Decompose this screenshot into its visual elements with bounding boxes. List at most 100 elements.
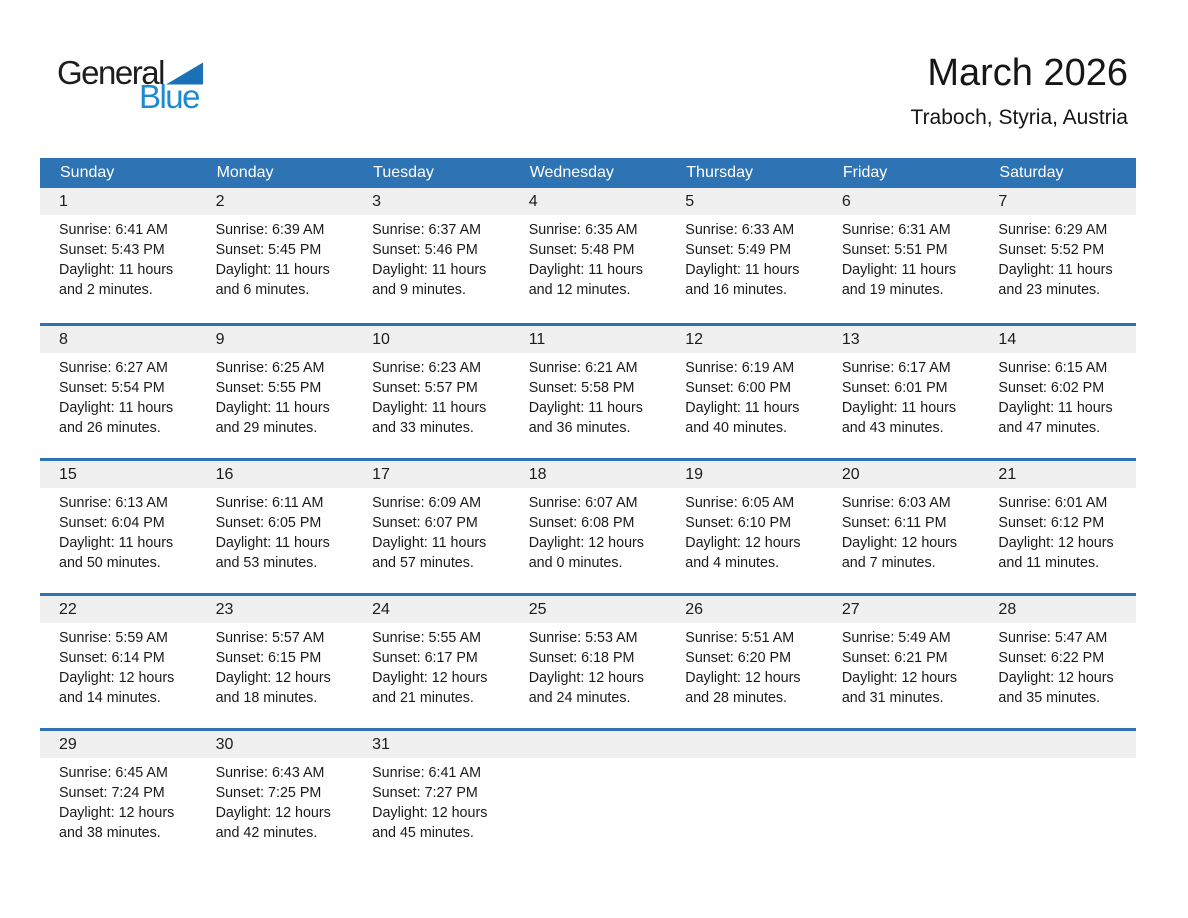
daylight-text-line2: and 12 minutes. (528, 282, 631, 298)
logo-text-general: General (57, 54, 165, 91)
daylight-text-line2: and 28 minutes. (685, 690, 788, 706)
day-number: 26 (685, 601, 704, 618)
sunset-text: Sunset: 6:05 PM (215, 515, 322, 531)
daylight-text-line1: Daylight: 12 hours (841, 535, 958, 551)
daylight-text-line1: Daylight: 11 hours (372, 535, 487, 551)
sunrise-text: Sunrise: 6:29 AM (998, 222, 1108, 238)
week-row: 29 30 31 Sunrise: 6:45 AM Sunset: 7:24 PM Day… (40, 728, 1136, 863)
day-cell: Sunrise: 5:55 AM Sunset: 6:17 PM Daylight:… (353, 623, 510, 708)
sunrise-text: Sunrise: 5:51 AM (685, 630, 795, 646)
daylight-text-line2: and 19 minutes. (841, 282, 944, 298)
sunrise-text: Sunrise: 6:37 AM (372, 222, 482, 238)
day-cell: Sunrise: 6:09 AM Sunset: 6:07 PM Daylight:… (353, 488, 510, 573)
daylight-text-line1: Daylight: 11 hours (528, 262, 643, 278)
sunset-text: Sunset: 6:20 PM (685, 650, 791, 666)
day-cell: Sunrise: 6:23 AM Sunset: 5:57 PM Daylight:… (353, 353, 510, 438)
sunrise-text: Sunrise: 6:21 AM (528, 360, 638, 376)
day-number: 28 (998, 601, 1017, 618)
sunset-text: Sunset: 6:01 PM (841, 380, 948, 396)
day-cell: Sunrise: 6:31 AM Sunset: 5:51 PM Daylight:… (823, 215, 980, 300)
empty-day-cell (510, 758, 667, 843)
general-blue-logo: General Blue (57, 56, 203, 114)
daylight-text-line1: Daylight: 12 hours (59, 805, 175, 821)
day-number: 12 (685, 331, 704, 348)
day-number: 6 (841, 193, 851, 210)
sunrise-text: Sunrise: 6:03 AM (841, 495, 951, 511)
sunrise-text: Sunrise: 5:55 AM (372, 630, 482, 646)
sunrise-text: Sunrise: 5:47 AM (998, 630, 1108, 646)
sunset-text: Sunset: 5:48 PM (528, 242, 635, 258)
day-cell: Sunrise: 6:01 AM Sunset: 6:12 PM Daylight:… (979, 488, 1136, 573)
day-number: 18 (528, 466, 547, 483)
daylight-text-line1: Daylight: 12 hours (215, 670, 331, 686)
daylight-text-line2: and 14 minutes. (59, 690, 161, 706)
sunrise-text: Sunrise: 6:17 AM (841, 360, 951, 376)
daylight-text-line1: Daylight: 11 hours (685, 262, 800, 278)
sunset-text: Sunset: 6:08 PM (528, 515, 635, 531)
day-cell: Sunrise: 6:37 AM Sunset: 5:46 PM Daylight:… (353, 215, 510, 300)
calendar-location-subtitle: Traboch, Styria, Austria (910, 106, 1128, 129)
sunset-text: Sunset: 6:21 PM (841, 650, 948, 666)
sunrise-text: Sunrise: 5:59 AM (59, 630, 168, 646)
sunrise-text: Sunrise: 6:33 AM (685, 222, 795, 238)
daylight-text-line1: Daylight: 11 hours (59, 400, 174, 416)
daylight-text-line1: Daylight: 12 hours (998, 670, 1114, 686)
sunrise-text: Sunrise: 5:53 AM (528, 630, 638, 646)
sunrise-text: Sunrise: 6:07 AM (528, 495, 638, 511)
sunrise-text: Sunrise: 6:13 AM (59, 495, 168, 511)
day-cell: Sunrise: 5:53 AM Sunset: 6:18 PM Daylight:… (510, 623, 667, 708)
daylight-text-line1: Daylight: 12 hours (998, 535, 1114, 551)
day-number (510, 731, 667, 758)
daylight-text-line2: and 45 minutes. (372, 825, 474, 841)
day-number: 1 (59, 193, 68, 210)
day-cell: Sunrise: 5:47 AM Sunset: 6:22 PM Daylight:… (979, 623, 1136, 708)
logo-triangle-icon (165, 62, 203, 85)
day-cell: Sunrise: 5:49 AM Sunset: 6:21 PM Daylight:… (823, 623, 980, 708)
week-content: Sunrise: 6:13 AM Sunset: 6:04 PM Daylight:… (40, 488, 1136, 573)
daylight-text-line1: Daylight: 11 hours (215, 535, 330, 551)
day-number: 7 (998, 193, 1008, 210)
daylight-text-line1: Daylight: 12 hours (528, 670, 644, 686)
empty-day-cell (823, 758, 980, 843)
day-number (979, 731, 1136, 758)
sunset-text: Sunset: 7:27 PM (372, 785, 478, 801)
day-number-band: 15 16 17 18 19 20 21 (40, 461, 1136, 488)
sunset-text: Sunset: 6:17 PM (372, 650, 478, 666)
week-content: Sunrise: 6:41 AM Sunset: 5:43 PM Daylight:… (40, 215, 1136, 300)
day-cell: Sunrise: 6:21 AM Sunset: 5:58 PM Daylight:… (510, 353, 667, 438)
sunset-text: Sunset: 6:04 PM (59, 515, 165, 531)
sunrise-text: Sunrise: 5:57 AM (215, 630, 325, 646)
sunrise-text: Sunrise: 6:05 AM (685, 495, 795, 511)
sunrise-text: Sunrise: 6:25 AM (215, 360, 325, 376)
daylight-text-line2: and 7 minutes. (841, 555, 936, 571)
day-number: 3 (372, 193, 382, 210)
empty-day-cell (979, 758, 1136, 843)
week-content: Sunrise: 6:27 AM Sunset: 5:54 PM Daylight:… (40, 353, 1136, 438)
day-cell: Sunrise: 6:17 AM Sunset: 6:01 PM Daylight:… (823, 353, 980, 438)
calendar-table: Sunday Monday Tuesday Wednesday Thursday… (40, 158, 1136, 863)
sunset-text: Sunset: 5:58 PM (528, 380, 635, 396)
sunrise-text: Sunrise: 6:43 AM (215, 765, 325, 781)
calendar-month-title: March 2026 (927, 52, 1128, 94)
weekday-header-sunday: Sunday (60, 164, 115, 181)
day-number: 23 (215, 601, 234, 618)
weekday-header-monday: Monday (216, 164, 274, 181)
sunset-text: Sunset: 6:07 PM (372, 515, 478, 531)
sunset-text: Sunset: 5:43 PM (59, 242, 165, 258)
sunset-text: Sunset: 6:22 PM (998, 650, 1105, 666)
sunset-text: Sunset: 5:45 PM (215, 242, 322, 258)
day-number-band: 22 23 24 25 26 27 28 (40, 596, 1136, 623)
weekday-header-tuesday: Tuesday (373, 164, 434, 181)
week-content: Sunrise: 6:45 AM Sunset: 7:24 PM Daylight:… (40, 758, 1136, 843)
day-number: 2 (215, 193, 225, 210)
sunrise-text: Sunrise: 6:01 AM (998, 495, 1108, 511)
sunrise-text: Sunrise: 6:45 AM (59, 765, 168, 781)
daylight-text-line2: and 23 minutes. (998, 282, 1101, 298)
daylight-text-line1: Daylight: 11 hours (685, 400, 800, 416)
sunset-text: Sunset: 5:54 PM (59, 380, 165, 396)
day-number: 11 (528, 331, 546, 348)
sunrise-text: Sunrise: 6:31 AM (841, 222, 951, 238)
day-number: 13 (841, 331, 860, 348)
weekday-header-row: Sunday Monday Tuesday Wednesday Thursday… (40, 158, 1136, 188)
daylight-text-line1: Daylight: 12 hours (528, 535, 644, 551)
